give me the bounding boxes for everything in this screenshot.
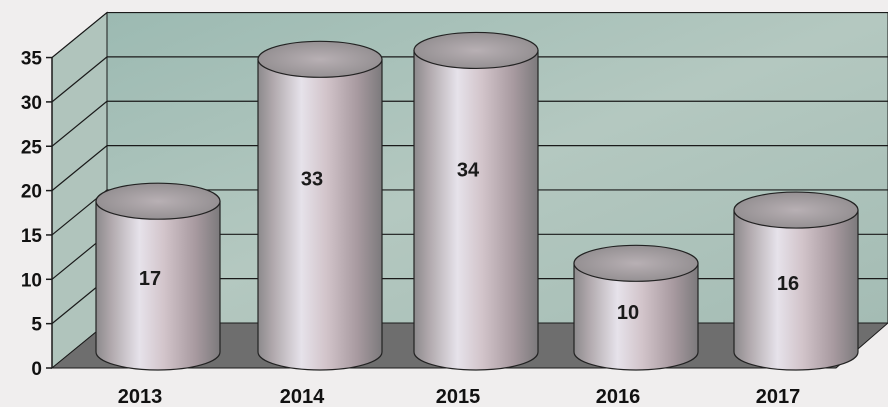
y-tick-label: 20 <box>21 182 42 203</box>
bar-top <box>733 191 859 229</box>
bar-top <box>573 244 699 282</box>
bar-2014: 33 <box>257 40 383 371</box>
bar-2013: 17 <box>95 182 221 371</box>
y-tick-label: 25 <box>21 137 43 158</box>
bar-2016: 10 <box>573 244 699 371</box>
bar-2015: 34 <box>413 31 539 371</box>
data-label: 34 <box>457 159 480 181</box>
gridline <box>51 56 888 103</box>
bar-2017: 16 <box>733 191 859 371</box>
x-tick-label: 2017 <box>756 386 801 407</box>
data-label: 10 <box>617 302 639 324</box>
x-tick-label: 2015 <box>436 386 481 407</box>
y-tick-label: 35 <box>21 49 43 70</box>
y-tick-label: 0 <box>31 359 42 380</box>
data-label: 17 <box>139 268 161 290</box>
gridline <box>51 100 888 147</box>
bar-top <box>413 31 539 70</box>
bar-body <box>733 209 859 371</box>
y-tick-label: 30 <box>21 93 42 114</box>
y-tick-label: 10 <box>21 270 42 291</box>
x-tick-label: 2016 <box>596 386 641 407</box>
data-label: 33 <box>301 168 323 190</box>
data-label: 16 <box>777 273 799 295</box>
gridline <box>51 189 888 236</box>
x-tick-label: 2013 <box>118 386 163 407</box>
bar-top <box>257 40 383 78</box>
y-tick-label: 5 <box>31 315 42 336</box>
y-tick-label: 15 <box>21 226 43 247</box>
bar-body <box>413 49 539 371</box>
gridline <box>51 11 888 59</box>
x-tick-label: 2014 <box>280 386 325 407</box>
bar-body <box>95 200 221 371</box>
gridline <box>51 145 888 192</box>
bar-top <box>95 182 221 220</box>
bar-body <box>573 262 699 371</box>
bar-body <box>257 58 383 371</box>
